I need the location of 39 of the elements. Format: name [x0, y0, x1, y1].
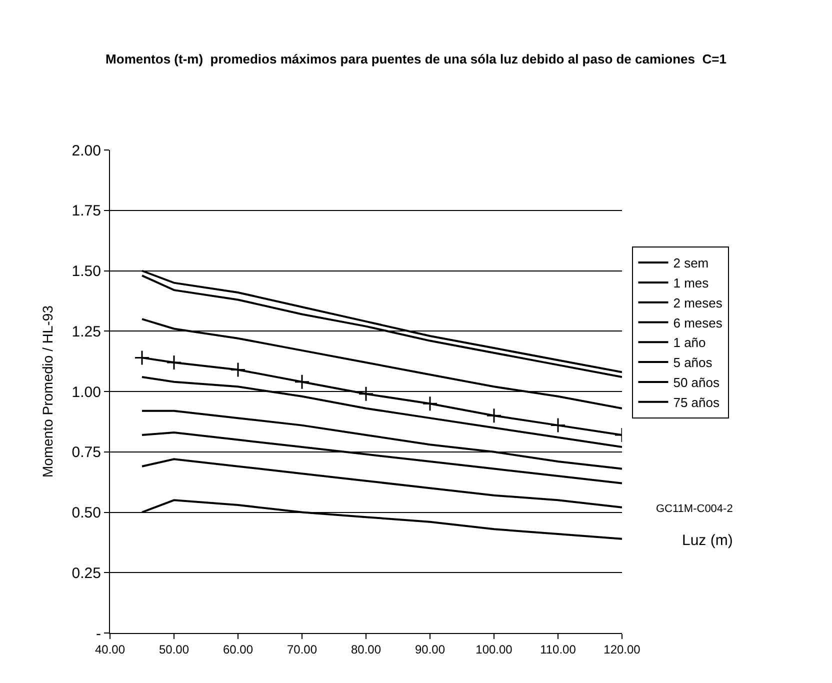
point	[358, 386, 374, 402]
point	[422, 396, 438, 412]
y-tick-label: 1.75	[72, 202, 101, 220]
point	[294, 374, 310, 390]
x-tick-label: 40.00	[94, 642, 126, 656]
text: GC11M-C004-2	[656, 503, 733, 515]
legend-label: 6 meses	[673, 315, 723, 330]
y-tick-label: 0.25	[72, 564, 101, 582]
y-tick-label: 2.00	[72, 142, 101, 160]
point	[166, 354, 182, 370]
y-tick-label: 0.50	[72, 504, 101, 522]
y-tick-label: 1.50	[72, 263, 101, 280]
x-tick-label: 110.00	[540, 642, 576, 656]
point	[230, 362, 246, 378]
legend-label: 1 año	[673, 335, 706, 350]
x-tick-label: 60.00	[222, 642, 254, 656]
x-axis-title: Luz (m)	[682, 532, 733, 549]
line-series	[141, 458, 622, 508]
x-tick-label: 50.00	[158, 642, 190, 656]
legend-label: 2 meses	[673, 295, 723, 310]
point	[486, 408, 502, 424]
x-tick-label: 90.00	[414, 642, 446, 656]
legend-label: 50 años	[673, 375, 720, 390]
point	[134, 350, 150, 366]
x-tick-label: 100.00	[476, 642, 513, 656]
legend-label: 5 años	[673, 355, 713, 370]
y-tick-label: 0.75	[72, 444, 101, 462]
chart-title: Momentos (t-m) promedios máximos para puentes de una sóla luz debido al paso de camiones C=1	[106, 52, 726, 67]
x-tick-label: 120.00	[604, 642, 641, 656]
legend-label: 1 mes	[673, 276, 710, 291]
x-tick-label: 70.00	[286, 642, 318, 656]
y-tick-label: 1.00	[72, 384, 101, 401]
x-tick-label: 80.00	[350, 642, 382, 656]
y-tick-label: -	[96, 625, 101, 642]
legend-label: 2 sem	[673, 256, 709, 271]
legend-label: 75 años	[673, 394, 720, 410]
point	[550, 418, 566, 434]
y-axis-title: Momento Promedio / HL-93	[39, 305, 56, 478]
y-tick-label: 1.25	[72, 323, 101, 340]
